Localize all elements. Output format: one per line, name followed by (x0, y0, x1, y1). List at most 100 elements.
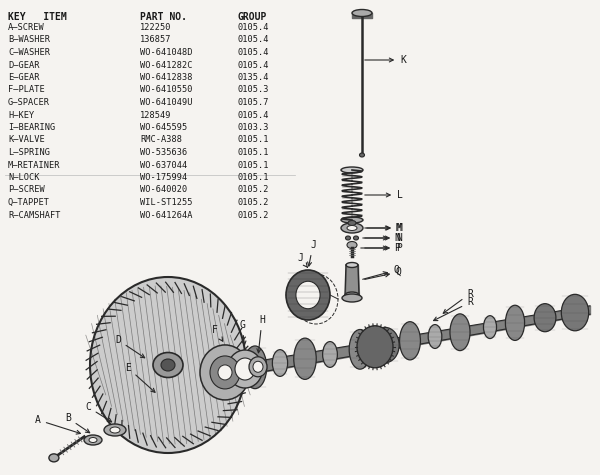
Text: L: L (365, 190, 403, 200)
Text: WO-6412838: WO-6412838 (140, 73, 193, 82)
Ellipse shape (348, 220, 356, 226)
Text: 0105.3: 0105.3 (238, 86, 269, 95)
Text: WO-641264A: WO-641264A (140, 210, 193, 219)
Text: M: M (367, 223, 403, 233)
Text: C—WASHER: C—WASHER (8, 48, 50, 57)
Text: 0105.2: 0105.2 (238, 198, 269, 207)
Text: A—SCREW: A—SCREW (8, 23, 45, 32)
Text: GROUP: GROUP (238, 12, 268, 22)
Ellipse shape (428, 324, 442, 349)
Text: D—GEAR: D—GEAR (8, 60, 40, 69)
Text: N—LOCK: N—LOCK (8, 173, 40, 182)
Ellipse shape (153, 352, 183, 378)
Text: K: K (365, 55, 406, 65)
Ellipse shape (161, 359, 175, 371)
Ellipse shape (139, 365, 201, 400)
Ellipse shape (357, 326, 393, 368)
Text: 0103.3: 0103.3 (238, 123, 269, 132)
Text: 0105.4: 0105.4 (238, 36, 269, 45)
Ellipse shape (347, 241, 357, 248)
Ellipse shape (49, 454, 59, 462)
Text: H—KEY: H—KEY (8, 111, 34, 120)
Text: 136857: 136857 (140, 36, 172, 45)
Ellipse shape (505, 305, 524, 341)
Ellipse shape (341, 217, 363, 223)
Ellipse shape (84, 435, 102, 445)
Ellipse shape (294, 338, 316, 380)
Text: F—PLATE: F—PLATE (8, 86, 45, 95)
Ellipse shape (200, 345, 250, 400)
Ellipse shape (89, 437, 97, 443)
Text: M—RETAINER: M—RETAINER (8, 161, 61, 170)
Ellipse shape (218, 365, 232, 380)
Ellipse shape (211, 355, 239, 390)
Text: KEY   ITEM: KEY ITEM (8, 12, 67, 22)
Ellipse shape (400, 322, 421, 360)
Text: F: F (212, 325, 223, 341)
Text: Q: Q (365, 267, 402, 279)
Ellipse shape (341, 223, 363, 233)
Text: 0105.4: 0105.4 (238, 23, 269, 32)
Text: R: R (434, 297, 473, 321)
Ellipse shape (342, 294, 362, 302)
Text: 0105.1: 0105.1 (238, 135, 269, 144)
Text: E—GEAR: E—GEAR (8, 73, 40, 82)
Text: Q: Q (362, 265, 400, 279)
Ellipse shape (359, 153, 365, 157)
Text: 0105.2: 0105.2 (238, 210, 269, 219)
Text: N: N (365, 233, 402, 243)
Ellipse shape (371, 327, 399, 363)
Text: 0105.1: 0105.1 (238, 161, 269, 170)
Text: H: H (257, 315, 265, 353)
Text: L—SPRING: L—SPRING (8, 148, 50, 157)
Text: 122250: 122250 (140, 23, 172, 32)
Text: 0135.4: 0135.4 (238, 73, 269, 82)
Text: WO-640020: WO-640020 (140, 186, 187, 194)
Text: C: C (85, 402, 112, 422)
Text: N: N (363, 233, 400, 243)
Text: WO-641049U: WO-641049U (140, 98, 193, 107)
Text: A: A (35, 415, 80, 434)
Text: WO-637044: WO-637044 (140, 161, 187, 170)
Text: J: J (308, 240, 316, 266)
Ellipse shape (345, 292, 359, 298)
Text: P—SCREW: P—SCREW (8, 186, 45, 194)
Text: WO-175994: WO-175994 (140, 173, 187, 182)
Text: WO-641282C: WO-641282C (140, 60, 193, 69)
Text: I—BEARING: I—BEARING (8, 123, 55, 132)
Text: G: G (239, 320, 246, 345)
Text: P: P (361, 243, 400, 253)
Ellipse shape (346, 236, 350, 240)
Ellipse shape (352, 10, 372, 17)
Ellipse shape (104, 424, 126, 436)
Ellipse shape (90, 277, 246, 453)
Text: WIL-ST1255: WIL-ST1255 (140, 198, 193, 207)
Text: B—WASHER: B—WASHER (8, 36, 50, 45)
Ellipse shape (110, 427, 120, 433)
Ellipse shape (227, 350, 263, 388)
Ellipse shape (296, 281, 320, 309)
Text: RMC-A388: RMC-A388 (140, 135, 182, 144)
Ellipse shape (160, 377, 180, 389)
Ellipse shape (347, 226, 357, 230)
Ellipse shape (349, 330, 371, 369)
Text: WO-535636: WO-535636 (140, 148, 187, 157)
Text: R—CAMSHAFT: R—CAMSHAFT (8, 210, 61, 219)
Text: 0105.4: 0105.4 (238, 48, 269, 57)
Ellipse shape (253, 361, 263, 372)
Text: P: P (365, 243, 402, 253)
Text: 0105.1: 0105.1 (238, 173, 269, 182)
Text: WO-645595: WO-645595 (140, 123, 187, 132)
Text: 0105.4: 0105.4 (238, 111, 269, 120)
Text: WO-6410550: WO-6410550 (140, 86, 193, 95)
Ellipse shape (562, 294, 589, 331)
Text: J: J (297, 253, 308, 267)
Ellipse shape (353, 236, 359, 240)
Ellipse shape (210, 356, 240, 389)
Text: 0105.7: 0105.7 (238, 98, 269, 107)
Text: B: B (65, 413, 89, 433)
Text: 0105.1: 0105.1 (238, 148, 269, 157)
Text: R: R (443, 289, 473, 314)
Text: 0105.4: 0105.4 (238, 60, 269, 69)
Text: M: M (365, 223, 402, 233)
